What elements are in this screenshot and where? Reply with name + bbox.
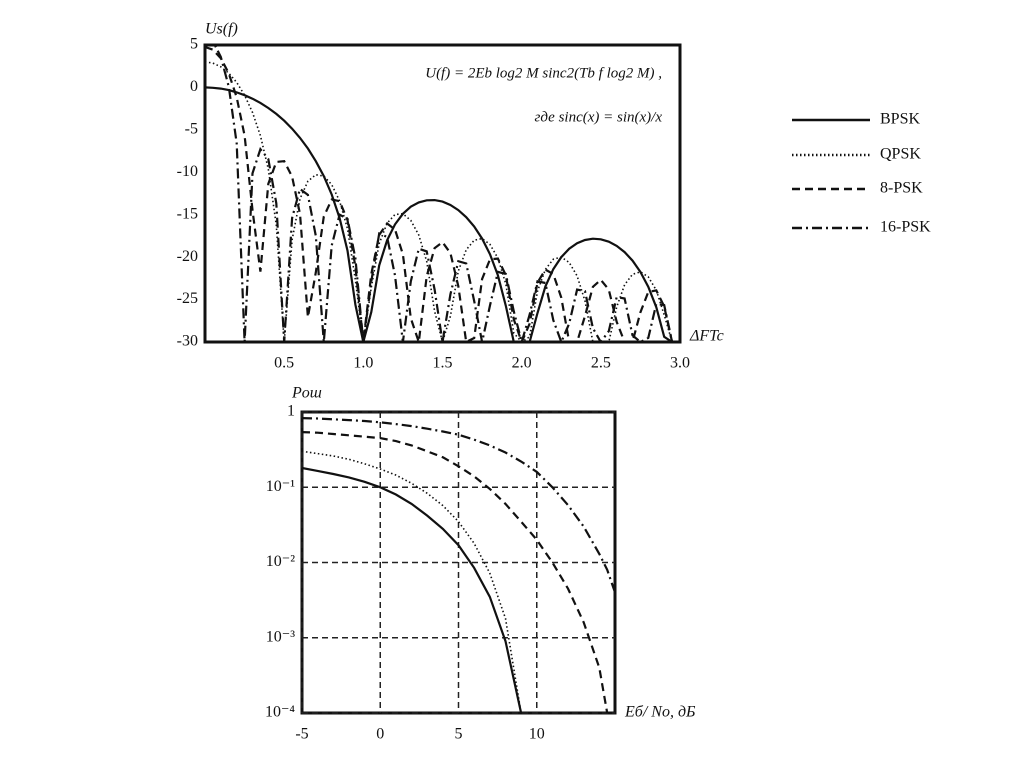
formula: U(f) = 2Eb log2 M sinc2(Tb f log2 M) , [425, 65, 662, 81]
y-tick-label: 10⁻⁴ [265, 704, 295, 721]
y-axis-label: Pош [291, 385, 322, 402]
y-tick-label: 10⁻¹ [266, 478, 295, 495]
y-tick-label: -25 [177, 290, 198, 307]
x-tick-label: -5 [295, 726, 308, 743]
x-axis-label: Eб/ Nо, дБ [624, 704, 696, 721]
legend-label: 16-PSK [880, 219, 931, 236]
y-tick-label: -5 [185, 121, 198, 138]
x-tick-label: 2.0 [512, 355, 532, 372]
y-tick-label: -10 [177, 163, 198, 180]
y-tick-label: 10⁻² [266, 553, 295, 570]
legend-label: BPSK [880, 111, 920, 128]
y-tick-label: 1 [287, 403, 295, 420]
plot-area [302, 417, 615, 713]
x-tick-label: 2.5 [591, 355, 611, 372]
plot-area [205, 45, 680, 342]
y-tick-label: -20 [177, 248, 198, 265]
x-tick-label: 5 [455, 726, 463, 743]
x-tick-label: 0 [376, 726, 384, 743]
y-tick-label: 0 [190, 78, 198, 95]
series-line [205, 45, 680, 342]
formula: где sinc(x) = sin(x)/x [535, 109, 663, 125]
series-line [213, 45, 680, 342]
legend-label: QPSK [880, 146, 921, 163]
legend-label: 8-PSK [880, 180, 923, 197]
x-tick-label: 10 [529, 726, 545, 743]
y-tick-label: -15 [177, 205, 198, 222]
series-line [302, 417, 615, 593]
x-tick-label: 1.0 [353, 355, 373, 372]
y-tick-label: 5 [190, 36, 198, 53]
x-tick-label: 3.0 [670, 355, 690, 372]
y-axis-label: Us(f) [205, 21, 238, 38]
plot-frame [203, 43, 682, 344]
series-line [302, 450, 522, 713]
series-line [205, 86, 680, 342]
x-tick-label: 0.5 [274, 355, 294, 372]
y-tick-label: 10⁻³ [266, 628, 295, 645]
series-line [302, 466, 523, 713]
x-axis-label: ΔFTc [689, 328, 724, 345]
series-line [302, 431, 609, 713]
x-tick-label: 1.5 [433, 355, 453, 372]
y-tick-label: -30 [177, 333, 198, 350]
